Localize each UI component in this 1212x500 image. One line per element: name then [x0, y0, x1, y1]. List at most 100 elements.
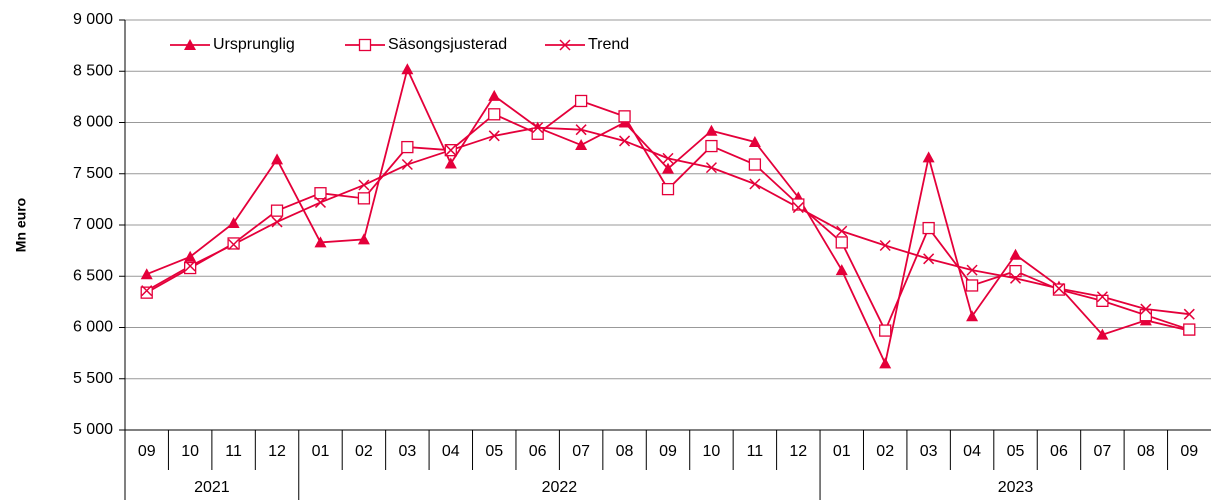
x-marker	[792, 202, 804, 214]
x-marker	[141, 285, 153, 297]
x-marker	[705, 162, 717, 174]
legend-label: Säsongsjusterad	[388, 36, 507, 53]
triangle-marker	[835, 264, 848, 276]
triangle-marker	[140, 268, 153, 280]
square-marker	[748, 158, 762, 171]
x-tick-label: 08	[616, 443, 634, 460]
triangle-marker	[662, 162, 674, 174]
x-tick-label: 04	[442, 443, 460, 460]
x-marker	[228, 238, 240, 251]
triangle-marker	[705, 124, 718, 136]
x-marker	[445, 144, 457, 156]
y-tick-label: 7 000	[73, 216, 113, 233]
x-tick-label: 07	[572, 443, 590, 460]
square-marker	[401, 140, 414, 154]
square-marker	[965, 279, 979, 292]
square-marker	[140, 286, 153, 299]
y-tick-label: 6 000	[73, 319, 113, 336]
triangle-marker	[966, 310, 979, 322]
square-marker	[574, 94, 588, 108]
x-marker	[1183, 308, 1195, 320]
x-marker	[358, 179, 370, 191]
square-marker	[1183, 323, 1196, 336]
x-tick-label: 08	[1137, 443, 1155, 460]
x-tick-label: 07	[1094, 443, 1112, 460]
x-tick-label: 03	[398, 443, 416, 460]
x-marker	[559, 39, 571, 51]
x-tick-label: 12	[268, 443, 286, 460]
square-marker	[358, 38, 372, 52]
square-marker	[184, 261, 197, 275]
x-tick-label: 01	[312, 443, 330, 460]
square-marker	[661, 182, 675, 196]
x-tick-label: 01	[833, 443, 851, 460]
x-marker	[836, 225, 848, 237]
triangle-marker	[879, 357, 892, 369]
x-marker	[271, 216, 283, 228]
x-marker	[1009, 272, 1022, 284]
y-tick-label: 9 000	[73, 11, 113, 28]
year-label: 2022	[542, 479, 578, 496]
triangle-marker	[922, 151, 935, 163]
triangle-marker	[184, 250, 197, 262]
triangle-marker	[444, 157, 457, 169]
square-marker	[922, 221, 935, 235]
x-tick-label: 05	[1007, 443, 1025, 460]
x-marker	[1140, 303, 1152, 315]
x-marker	[619, 135, 631, 147]
triangle-marker	[575, 139, 588, 151]
x-tick-label: 10	[181, 443, 199, 460]
x-marker	[749, 178, 761, 190]
square-marker	[357, 192, 371, 205]
x-tick-label: 04	[963, 443, 981, 460]
triangle-marker	[1009, 248, 1022, 260]
x-tick-label: 06	[1050, 443, 1068, 460]
series-line	[146, 126, 1190, 316]
y-tick-label: 7 500	[73, 165, 113, 182]
x-marker	[184, 260, 196, 272]
y-tick-label: 8 000	[73, 114, 113, 131]
legend-label: Ursprunglig	[213, 36, 295, 53]
x-tick-label: 03	[920, 443, 938, 460]
triangle-marker	[748, 135, 761, 147]
square-marker	[705, 139, 718, 153]
year-label: 2023	[998, 479, 1034, 496]
triangle-marker	[488, 89, 501, 101]
triangle-marker	[357, 233, 370, 245]
square-marker	[531, 127, 544, 140]
x-marker	[966, 264, 978, 276]
square-marker	[1096, 294, 1109, 308]
square-marker	[488, 108, 501, 121]
x-tick-label: 06	[529, 443, 547, 460]
triangle-marker	[271, 153, 284, 165]
x-marker	[662, 152, 674, 164]
x-tick-label: 09	[138, 443, 156, 460]
x-marker	[879, 239, 891, 252]
x-tick-label: 05	[485, 443, 503, 460]
square-marker	[1009, 264, 1022, 278]
year-label: 2021	[194, 479, 230, 496]
x-marker	[401, 158, 413, 171]
x-marker	[575, 124, 587, 136]
series-line	[146, 99, 1190, 333]
x-marker	[488, 130, 500, 142]
x-marker	[1053, 283, 1065, 295]
square-marker	[879, 324, 892, 337]
x-tick-label: 09	[659, 443, 677, 460]
square-marker	[618, 110, 631, 123]
square-marker	[270, 204, 284, 217]
triangle-marker	[1096, 328, 1109, 340]
x-tick-label: 12	[789, 443, 807, 460]
square-marker	[835, 236, 848, 249]
triangle-marker	[401, 63, 414, 75]
series-line	[146, 66, 1190, 367]
legend-label: Trend	[588, 36, 629, 53]
x-tick-label: 11	[225, 443, 242, 460]
x-tick-label: 11	[747, 443, 764, 460]
triangle-marker	[314, 236, 327, 248]
square-marker	[792, 198, 805, 211]
y-tick-label: 8 500	[73, 62, 113, 79]
x-tick-label: 02	[876, 443, 894, 460]
triangle-marker	[227, 216, 240, 228]
